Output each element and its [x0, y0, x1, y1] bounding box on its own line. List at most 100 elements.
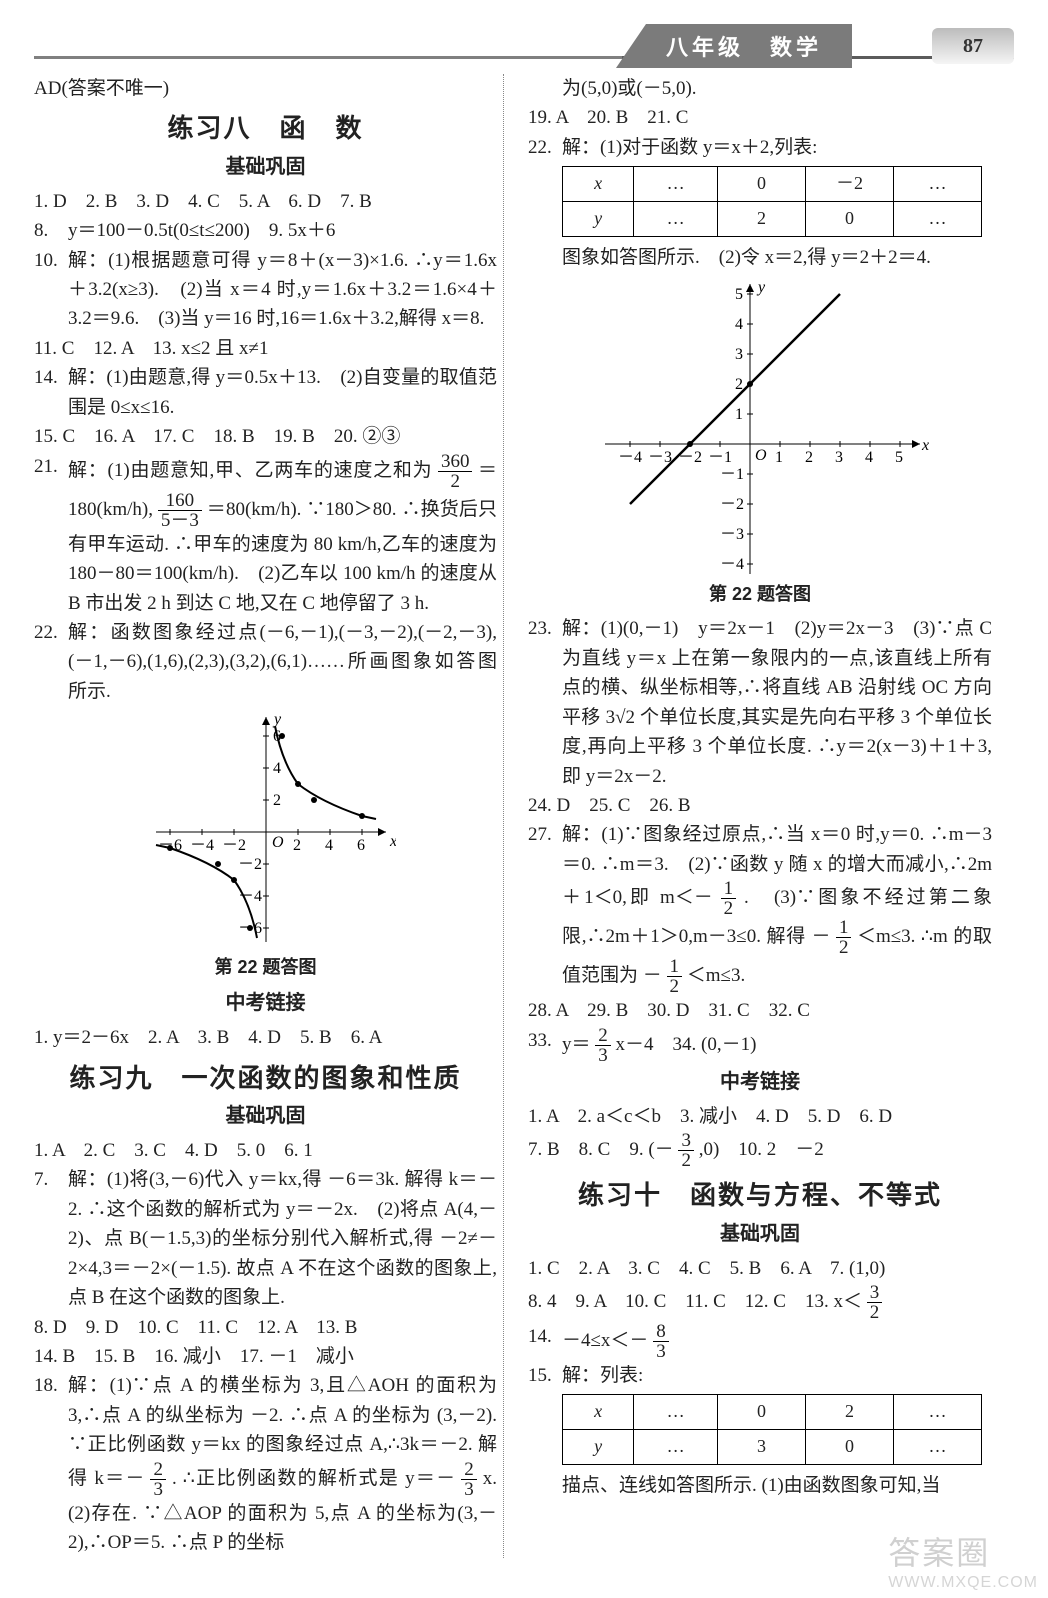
r-zk2: 7. B 8. C 9. (－ 32 ,0) 10. 2 －2 — [528, 1131, 992, 1170]
svg-text:6: 6 — [357, 837, 365, 854]
q33-b: x－4 34. (0,－1) — [616, 1034, 757, 1055]
fraction: 23 — [595, 1026, 611, 1065]
th: y — [563, 202, 634, 237]
left-column: AD(答案不唯一) 练习八 函 数 基础巩固 1. D 2. B 3. D 4.… — [34, 74, 504, 1558]
page-number: 87 — [932, 28, 1014, 64]
num-label: 8. — [34, 216, 68, 245]
svg-text:2: 2 — [805, 449, 813, 466]
num-label: 18. — [34, 1371, 68, 1557]
td: … — [893, 202, 981, 237]
fraction: 12 — [836, 918, 852, 957]
q21-a: 解：(1)由题意知,甲、乙两车的速度之和为 — [68, 460, 432, 481]
td: … — [634, 202, 718, 237]
answer-text: 解：(1)∵图象经过原点,∴当 x＝0 时,y＝0. ∴m－3＝0. ∴m＝3.… — [562, 820, 992, 996]
fraction: 32 — [678, 1131, 694, 1170]
l8-a: 8. 4 9. A 10. C 11. C 12. C 13. x＜ — [528, 1291, 862, 1312]
answer-text: 解：(1)由题意知,甲、乙两车的速度之和为 3602 ＝180(km/h), 1… — [68, 452, 497, 618]
s8-q8: 8. y＝100－0.5t(0≤t≤200) 9. 5x＋6 — [34, 216, 497, 245]
fraction: 23 — [150, 1460, 166, 1499]
r-zk1: 1. A 2. a＜c＜b 3. 减小 4. D 5. D 6. D — [528, 1102, 992, 1131]
zk2-b: ,0) 10. 2 －2 — [699, 1139, 824, 1160]
fraction: 3602 — [438, 452, 473, 491]
s8-q21: 21. 解：(1)由题意知,甲、乙两车的速度之和为 3602 ＝180(km/h… — [34, 452, 497, 618]
r-line24: 24. D 25. C 26. B — [528, 791, 992, 820]
s9-mc: 1. A 2. C 3. C 4. D 5. 0 6. 1 — [34, 1136, 497, 1165]
svg-text:3: 3 — [835, 449, 843, 466]
td: 3 — [718, 1430, 806, 1465]
pre-note: AD(答案不唯一) — [34, 74, 497, 103]
page-header: 八年级 数学 87 — [34, 24, 1014, 64]
td: 2 — [718, 202, 806, 237]
s8-fig22: x y O －6 －4 －2 2 4 6 — [34, 712, 497, 982]
svg-text:4: 4 — [325, 837, 333, 854]
r-q27: 27. 解：(1)∵图象经过原点,∴当 x＝0 时,y＝0. ∴m－3＝0. ∴… — [528, 820, 992, 996]
svg-text:2: 2 — [273, 792, 281, 809]
s9-q18: 18. 解：(1)∵点 A 的横坐标为 3,且△AOH 的面积为 3,∴点 A … — [34, 1371, 497, 1557]
section10-subtitle: 基础巩固 — [528, 1219, 992, 1250]
td: … — [893, 167, 981, 202]
svg-text:－2: －2 — [222, 837, 246, 854]
num-label: 27. — [528, 820, 562, 996]
x-label: x — [921, 437, 929, 454]
r-q22: 22. 解：(1)对于函数 y＝x＋2,列表: — [528, 133, 992, 162]
fraction: 83 — [653, 1322, 669, 1361]
svg-text:5: 5 — [895, 449, 903, 466]
num-label: 33. — [528, 1026, 562, 1065]
td: … — [893, 1430, 981, 1465]
s8-mc-line1: 1. D 2. B 3. D 4. C 5. A 6. D 7. B — [34, 187, 497, 216]
td: … — [634, 1395, 718, 1430]
td: 0 — [718, 1395, 806, 1430]
num-label: 7. — [34, 1165, 68, 1312]
svg-text:2: 2 — [293, 837, 301, 854]
num-label: 23. — [528, 614, 562, 791]
td: 2 — [806, 1395, 894, 1430]
s8-zk-line: 1. y＝2－6x 2. A 3. B 4. D 5. B 6. A — [34, 1023, 497, 1052]
section9-title: 练习九 一次函数的图象和性质 — [34, 1059, 497, 1099]
q14-a: －4≤x＜－ — [562, 1330, 648, 1351]
zk2-a: 7. B 8. C 9. (－ — [528, 1139, 674, 1160]
table-q15: x … 0 2 … y … 3 0 … — [562, 1394, 982, 1465]
section8-title: 练习八 函 数 — [34, 109, 497, 149]
r-q33: 33. y＝ 23 x－4 34. (0,－1) — [528, 1026, 992, 1065]
y-label: y — [272, 712, 282, 728]
x-label: x — [389, 833, 396, 850]
watermark-sub: WWW.MXQE.COM — [888, 1574, 1038, 1592]
s8-line15: 15. C 16. A 17. C 18. B 19. B 20. ②③ — [34, 422, 497, 451]
fig-caption: 第 22 题答图 — [709, 581, 811, 609]
th: x — [563, 167, 634, 202]
origin-label: O — [755, 447, 767, 464]
svg-text:5: 5 — [735, 286, 743, 303]
s9-line14: 14. B 15. B 16. 减小 17. －1 减小 — [34, 1342, 497, 1371]
svg-text:－3: －3 — [720, 526, 744, 543]
num-label: 15. — [528, 1361, 562, 1390]
answer-text: 解：(1)(0,－1) y＝2x－1 (2)y＝2x－3 (3)∵点 C 为直线… — [562, 614, 992, 791]
svg-text:－2: －2 — [238, 856, 262, 873]
line-chart: x y O －4 －3 －2 －1 1 2 3 4 5 — [590, 279, 930, 579]
svg-text:1: 1 — [735, 406, 743, 423]
s10-after: 描点、连线如答图所示. (1)由函数图象可知,当 — [528, 1471, 992, 1500]
answer-text: 解：(1)根据题意可得 y＝8＋(x－3)×1.6. ∴y＝1.6x＋3.2(x… — [68, 246, 497, 334]
answer-text: 解：(1)对于函数 y＝x＋2,列表: — [562, 133, 992, 162]
svg-text:－1: －1 — [720, 466, 744, 483]
th: y — [563, 1430, 634, 1465]
num-label: 22. — [34, 618, 68, 706]
svg-text:－3: －3 — [648, 449, 672, 466]
s8-q10: 10. 解：(1)根据题意可得 y＝8＋(x－3)×1.6. ∴y＝1.6x＋3… — [34, 246, 497, 334]
num-label: 21. — [34, 452, 68, 618]
y-label: y — [756, 279, 766, 296]
q33-a: y＝ — [562, 1034, 591, 1055]
header-right: 八年级 数学 87 — [616, 24, 1014, 68]
q18-b: . ∴正比例函数的解析式是 y＝－ — [172, 1468, 455, 1489]
svg-text:4: 4 — [735, 316, 743, 333]
svg-text:－1: －1 — [708, 449, 732, 466]
fraction: 32 — [867, 1283, 883, 1322]
num-label: 14. — [528, 1322, 562, 1361]
svg-text:－2: －2 — [720, 496, 744, 513]
answer-text: 解：(1)由题意,得 y＝0.5x＋13. (2)自变量的取值范围是 0≤x≤1… — [68, 363, 497, 422]
r-q23: 23. 解：(1)(0,－1) y＝2x－1 (2)y＝2x－3 (3)∵点 C… — [528, 614, 992, 791]
fraction: 23 — [461, 1460, 477, 1499]
td: … — [634, 1430, 718, 1465]
right-column: 为(5,0)或(－5,0). 19. A 20. B 21. C 22. 解：(… — [522, 74, 992, 1558]
svg-text:－4: －4 — [618, 449, 642, 466]
answer-text: y＝100－0.5t(0≤t≤200) 9. 5x＋6 — [68, 216, 497, 245]
